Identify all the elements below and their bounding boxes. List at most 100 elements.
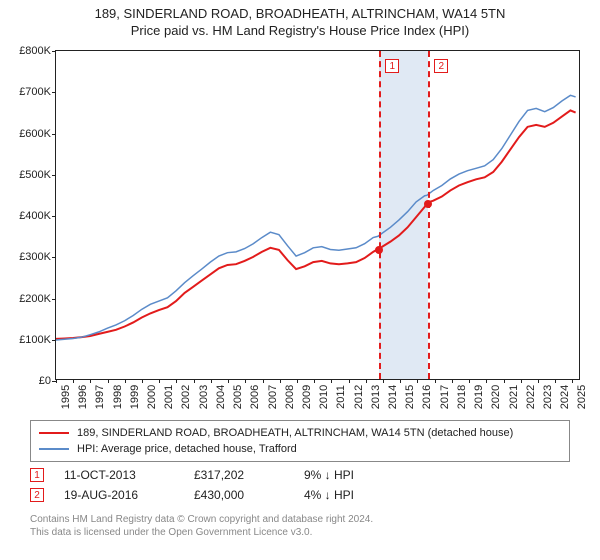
x-axis-tick-label: 2005	[232, 385, 244, 409]
footer-line-1: Contains HM Land Registry data © Crown c…	[30, 513, 373, 526]
x-axis-tick-mark	[125, 379, 126, 383]
y-axis-tick-mark	[52, 340, 56, 341]
x-axis-tick-mark	[435, 379, 436, 383]
chart-legend: 189, SINDERLAND ROAD, BROADHEATH, ALTRIN…	[30, 420, 570, 462]
x-axis-tick-label: 2014	[387, 385, 399, 409]
y-axis-tick-label: £400K	[6, 210, 51, 222]
x-axis-tick-mark	[400, 379, 401, 383]
chart-subtitle: Price paid vs. HM Land Registry's House …	[0, 23, 600, 38]
chart-title-address: 189, SINDERLAND ROAD, BROADHEATH, ALTRIN…	[0, 6, 600, 21]
series-line-hpi	[56, 95, 576, 340]
x-axis-tick-mark	[572, 379, 573, 383]
x-axis-tick-label: 2019	[473, 385, 485, 409]
y-axis-tick-mark	[52, 92, 56, 93]
y-axis-tick-label: £0	[6, 375, 51, 387]
x-axis-tick-label: 2010	[318, 385, 330, 409]
sale-points-table: 1 11-OCT-2013£317,2029% ↓ HPI 219-AUG-2016…	[30, 465, 404, 505]
x-axis-tick-label: 2006	[249, 385, 261, 409]
y-axis-tick-label: £700K	[6, 86, 51, 98]
x-axis-tick-label: 1997	[94, 385, 106, 409]
x-axis-tick-mark	[469, 379, 470, 383]
sale-marker-box: 2	[434, 59, 448, 73]
x-axis-tick-label: 1996	[77, 385, 89, 409]
footer-line-2: This data is licensed under the Open Gov…	[30, 526, 373, 539]
legend-label: 189, SINDERLAND ROAD, BROADHEATH, ALTRIN…	[77, 427, 513, 439]
sale-point-hpi-diff: 4% ↓ HPI	[304, 488, 404, 502]
y-axis-tick-mark	[52, 134, 56, 135]
x-axis-tick-mark	[504, 379, 505, 383]
x-axis-tick-mark	[142, 379, 143, 383]
x-axis-tick-label: 2020	[490, 385, 502, 409]
legend-swatch	[39, 432, 69, 434]
x-axis-tick-label: 2025	[576, 385, 588, 409]
y-axis-tick-label: £300K	[6, 251, 51, 263]
y-axis-tick-label: £500K	[6, 169, 51, 181]
x-axis-tick-label: 2016	[421, 385, 433, 409]
x-axis-tick-mark	[108, 379, 109, 383]
x-axis-tick-label: 2012	[353, 385, 365, 409]
y-axis-tick-mark	[52, 175, 56, 176]
x-axis-tick-mark	[194, 379, 195, 383]
sale-point-dot	[424, 200, 432, 208]
x-axis-tick-label: 1999	[129, 385, 141, 409]
x-axis-tick-label: 2021	[508, 385, 520, 409]
sale-point-price: £430,000	[194, 488, 304, 502]
x-axis-tick-mark	[366, 379, 367, 383]
x-axis-tick-mark	[245, 379, 246, 383]
x-axis-tick-mark	[383, 379, 384, 383]
sale-marker-box: 1	[385, 59, 399, 73]
sale-point-row: 219-AUG-2016£430,0004% ↓ HPI	[30, 485, 404, 505]
x-axis-tick-label: 2007	[267, 385, 279, 409]
x-axis-tick-mark	[486, 379, 487, 383]
y-axis-tick-label: £200K	[6, 293, 51, 305]
chart-container: 189, SINDERLAND ROAD, BROADHEATH, ALTRIN…	[0, 0, 600, 560]
sale-point-hpi-diff: 9% ↓ HPI	[304, 468, 404, 482]
x-axis-tick-mark	[331, 379, 332, 383]
x-axis-tick-label: 1995	[60, 385, 72, 409]
sale-point-dot	[375, 246, 383, 254]
x-axis-tick-mark	[452, 379, 453, 383]
x-axis-tick-label: 2004	[215, 385, 227, 409]
x-axis-tick-label: 2009	[301, 385, 313, 409]
x-axis-tick-mark	[159, 379, 160, 383]
y-axis-tick-label: £600K	[6, 128, 51, 140]
x-axis-tick-mark	[538, 379, 539, 383]
x-axis-tick-mark	[417, 379, 418, 383]
y-axis-tick-mark	[52, 299, 56, 300]
x-axis-tick-mark	[56, 379, 57, 383]
legend-row: HPI: Average price, detached house, Traf…	[39, 441, 561, 457]
x-axis-tick-mark	[555, 379, 556, 383]
legend-label: HPI: Average price, detached house, Traf…	[77, 443, 297, 455]
y-axis-tick-label: £100K	[6, 334, 51, 346]
x-axis-tick-label: 2022	[525, 385, 537, 409]
x-axis-tick-mark	[349, 379, 350, 383]
chart-plot-area: £0£100K£200K£300K£400K£500K£600K£700K£80…	[55, 50, 580, 380]
sale-point-date: 11-OCT-2013	[64, 468, 194, 482]
x-axis-tick-label: 2000	[146, 385, 158, 409]
x-axis-tick-label: 2003	[198, 385, 210, 409]
sale-date-vline	[379, 51, 381, 379]
x-axis-tick-mark	[521, 379, 522, 383]
sale-point-marker: 1	[30, 468, 44, 482]
legend-swatch	[39, 448, 69, 450]
sale-point-price: £317,202	[194, 468, 304, 482]
chart-lines-svg	[56, 51, 579, 379]
x-axis-tick-mark	[211, 379, 212, 383]
x-axis-tick-label: 2008	[284, 385, 296, 409]
x-axis-tick-label: 2018	[456, 385, 468, 409]
x-axis-tick-label: 1998	[112, 385, 124, 409]
x-axis-tick-mark	[297, 379, 298, 383]
x-axis-tick-mark	[314, 379, 315, 383]
x-axis-tick-label: 2013	[370, 385, 382, 409]
x-axis-tick-label: 2017	[439, 385, 451, 409]
title-block: 189, SINDERLAND ROAD, BROADHEATH, ALTRIN…	[0, 0, 600, 38]
footer-attribution: Contains HM Land Registry data © Crown c…	[30, 513, 373, 539]
x-axis-tick-mark	[263, 379, 264, 383]
x-axis-tick-mark	[90, 379, 91, 383]
sale-date-vline	[428, 51, 430, 379]
x-axis-tick-label: 2024	[559, 385, 571, 409]
x-axis-tick-mark	[73, 379, 74, 383]
series-line-price_paid	[56, 110, 576, 338]
x-axis-tick-label: 2015	[404, 385, 416, 409]
sale-point-date: 19-AUG-2016	[64, 488, 194, 502]
